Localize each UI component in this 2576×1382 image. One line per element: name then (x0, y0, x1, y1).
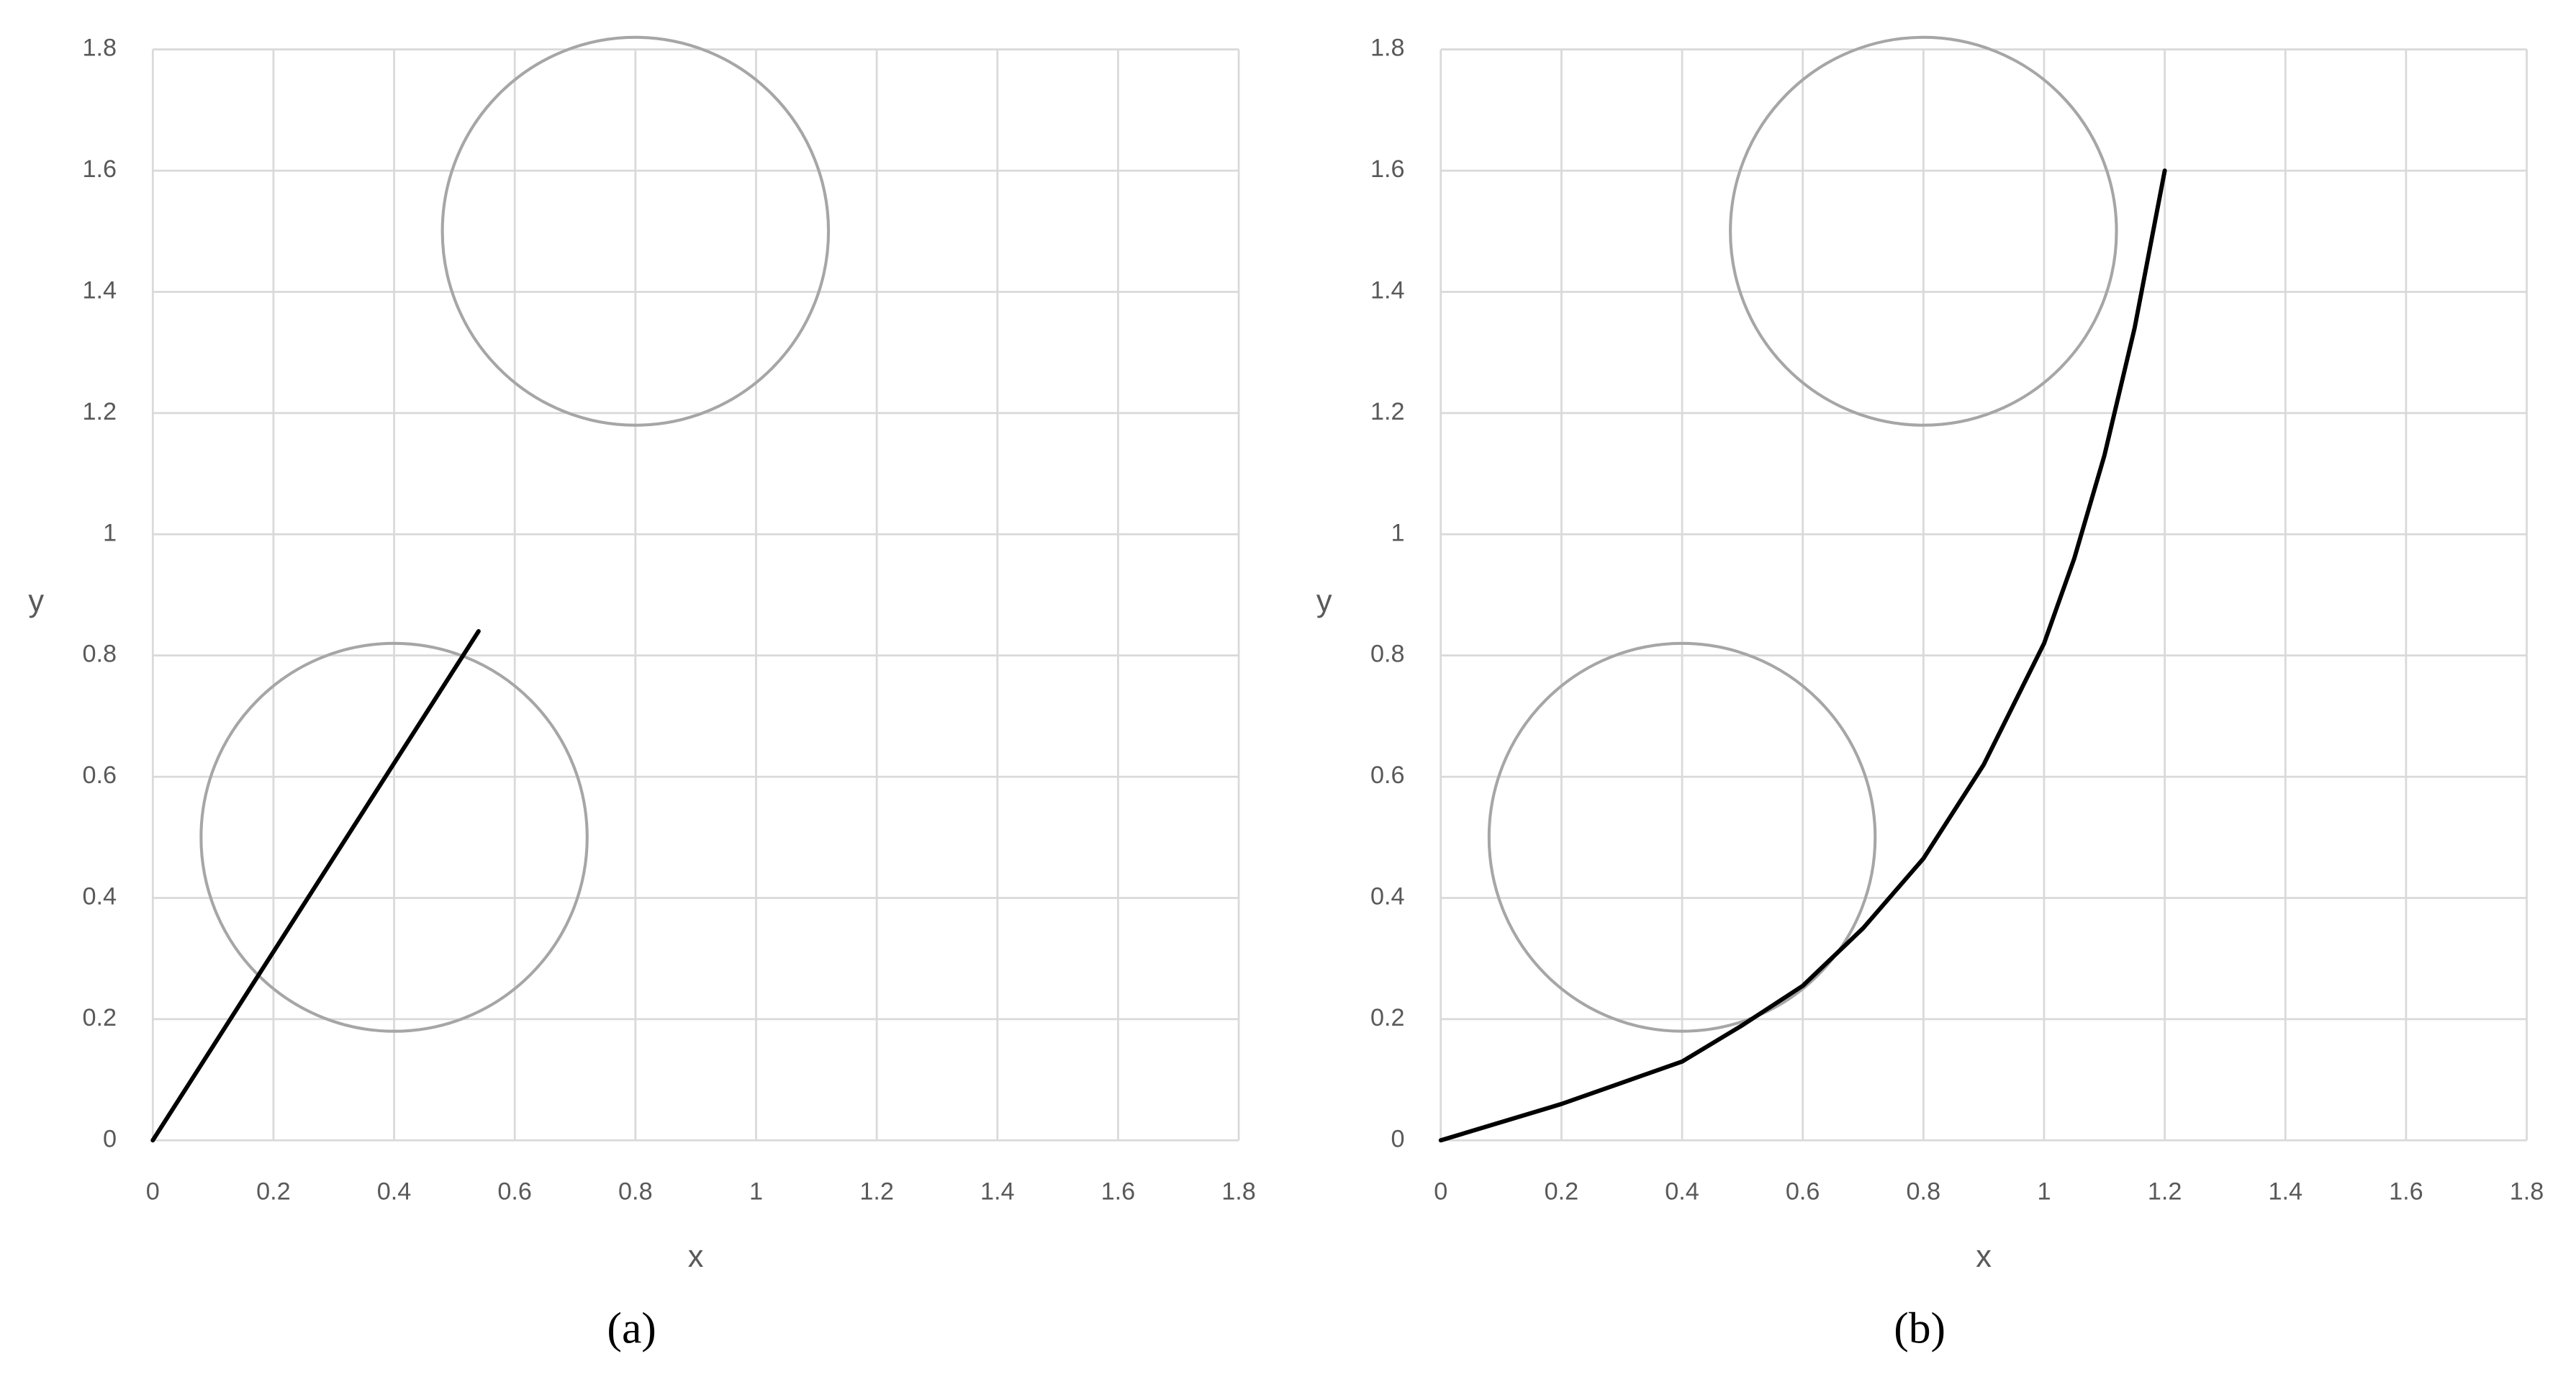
y-tick-label: 1.8 (1370, 35, 1405, 62)
panel-label: (b) (1894, 1304, 1945, 1352)
x-tick-label: 1.4 (2268, 1178, 2302, 1205)
y-tick-label: 1.4 (1370, 277, 1405, 304)
x-tick-label: 0 (1434, 1178, 1447, 1205)
x-tick-label: 0.6 (1786, 1178, 1820, 1205)
y-tick-label: 0.6 (1370, 762, 1405, 789)
x-tick-label: 0.6 (497, 1178, 532, 1205)
y-axis-label: y (28, 584, 44, 618)
x-tick-label: 0.8 (1907, 1178, 1941, 1205)
x-tick-label: 1.8 (2510, 1178, 2544, 1205)
circle (1487, 641, 1877, 1033)
circle (440, 35, 831, 427)
y-tick-label: 0.2 (1370, 1004, 1405, 1031)
x-tick-label: 0.8 (618, 1178, 653, 1205)
y-tick-label: 1.4 (82, 277, 117, 304)
y-tick-label: 1 (103, 519, 117, 546)
y-tick-label: 1 (1391, 519, 1405, 546)
x-tick-label: 1.6 (1101, 1178, 1136, 1205)
x-tick-label: 0.4 (377, 1178, 412, 1205)
y-tick-label: 0.8 (82, 641, 117, 668)
x-tick-label: 0 (146, 1178, 160, 1205)
y-tick-label: 0.4 (82, 883, 117, 911)
x-tick-label: 1.6 (2389, 1178, 2423, 1205)
x-axis-label: x (688, 1239, 704, 1274)
y-tick-label: 1.2 (1370, 398, 1405, 425)
x-tick-label: 0.4 (1665, 1178, 1699, 1205)
panel-label: (a) (607, 1304, 656, 1352)
y-tick-label: 0.6 (82, 762, 117, 789)
x-tick-label: 1.2 (2148, 1178, 2182, 1205)
x-tick-label: 1.4 (980, 1178, 1015, 1205)
circle (1729, 35, 2118, 427)
x-tick-label: 1.8 (1221, 1178, 1256, 1205)
y-tick-label: 0 (103, 1125, 117, 1152)
y-tick-label: 1.6 (82, 155, 117, 183)
x-tick-label: 1 (749, 1178, 763, 1205)
y-tick-label: 0.8 (1370, 641, 1405, 668)
line (1438, 168, 2167, 1143)
x-tick-label: 0.2 (1545, 1178, 1579, 1205)
line (150, 629, 481, 1143)
y-tick-label: 1.8 (82, 35, 117, 62)
y-tick-label: 0 (1391, 1125, 1405, 1152)
x-tick-label: 1 (2037, 1178, 2051, 1205)
circle (199, 641, 589, 1033)
y-tick-label: 0.4 (1370, 883, 1405, 911)
y-axis-label: y (1316, 584, 1332, 618)
x-tick-label: 1.2 (859, 1178, 894, 1205)
y-tick-label: 0.2 (82, 1004, 117, 1031)
y-tick-label: 1.2 (82, 398, 117, 425)
y-tick-label: 1.6 (1370, 155, 1405, 183)
x-axis-label: x (1976, 1239, 1992, 1274)
x-tick-label: 0.2 (256, 1178, 291, 1205)
